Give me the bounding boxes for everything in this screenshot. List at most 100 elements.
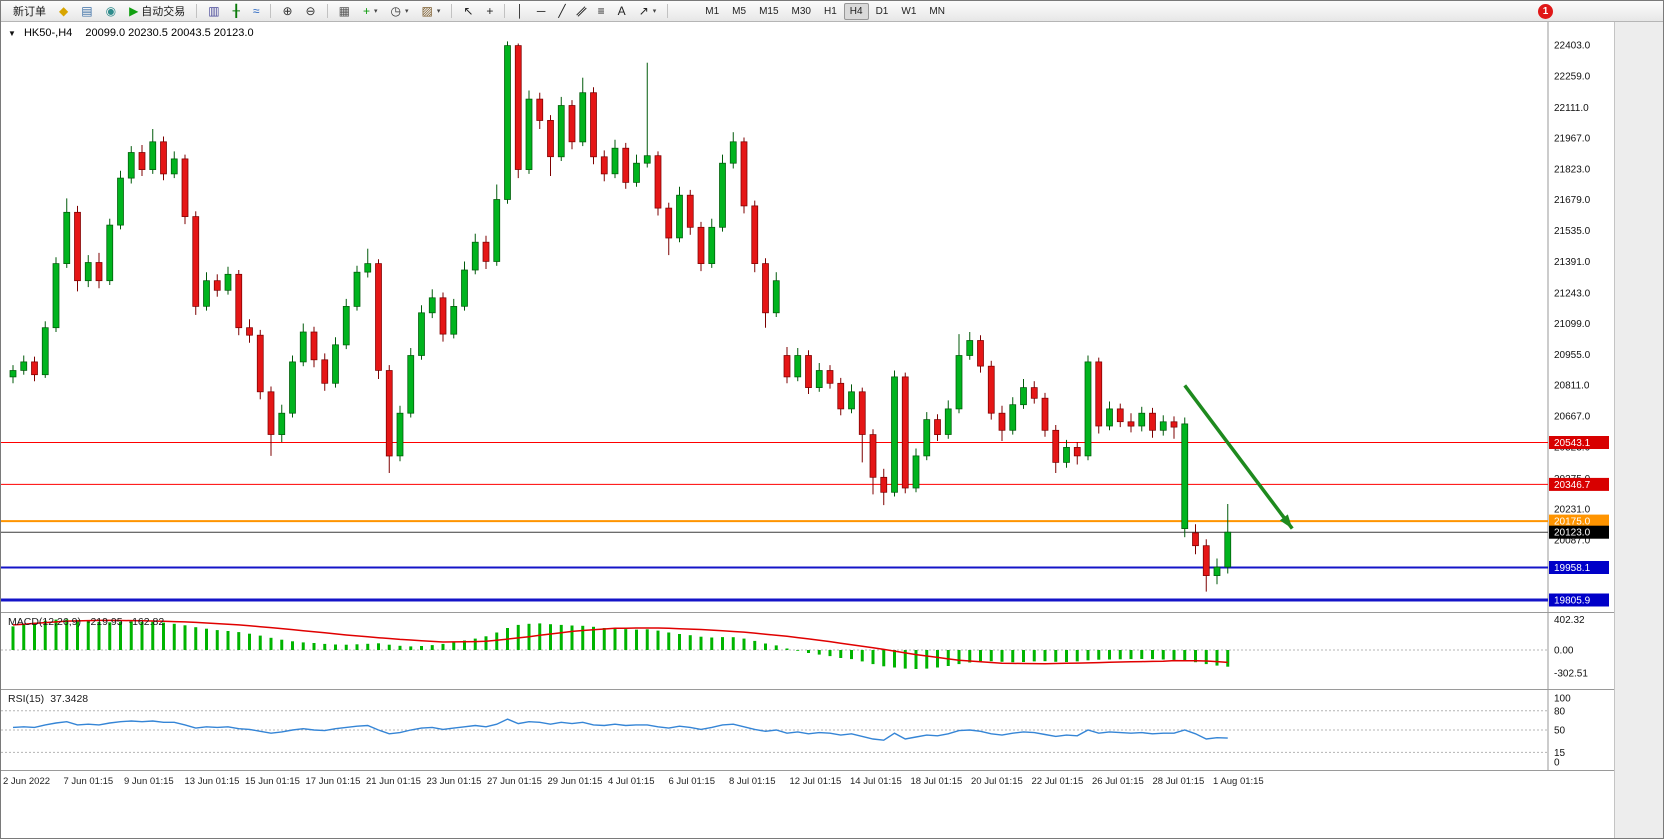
candlestick-chart-button[interactable]: ╂: [227, 2, 246, 20]
time-label: 14 Jul 01:15: [850, 776, 902, 787]
periods-button[interactable]: ◷ ▾: [384, 2, 414, 20]
chart-ohlc-values: 20099.0 20230.5 20043.5 20123.0: [85, 27, 254, 39]
timeframe-m15-button[interactable]: M15: [753, 3, 784, 20]
vertical-line-button[interactable]: │: [510, 2, 530, 20]
timeframe-w1-button[interactable]: W1: [895, 3, 922, 20]
text-button[interactable]: A: [612, 2, 632, 20]
timeframe-mn-button[interactable]: MN: [923, 3, 951, 20]
data-window-icon: ◉: [105, 4, 117, 18]
time-label: 2 Jun 2022: [3, 776, 51, 787]
svg-text:20346.7: 20346.7: [1554, 480, 1591, 491]
tile-windows-button[interactable]: ▦: [333, 2, 356, 20]
line-chart-icon: ≈: [252, 4, 260, 18]
svg-text:20087.0: 20087.0: [1554, 535, 1591, 546]
arrows-icon: ↗: [638, 4, 649, 18]
time-label: 9 Jun 01:15: [124, 776, 174, 787]
annotation-arrow[interactable]: [1183, 384, 1294, 530]
timeframe-m5-button[interactable]: M5: [726, 3, 752, 20]
new-order-button[interactable]: 新订单: [7, 2, 52, 20]
time-label: 18 Jul 01:15: [910, 776, 963, 787]
time-label: 29 Jun 01:15: [547, 776, 603, 787]
toolbar-separator: [504, 4, 506, 18]
periods-icon: ◷: [390, 4, 401, 18]
autotrading-play-icon: ▶: [129, 4, 139, 18]
svg-text:21823.0: 21823.0: [1554, 164, 1591, 175]
channel-button[interactable]: ∥: [573, 2, 591, 20]
crosshair-button[interactable]: +: [480, 2, 499, 20]
svg-text:0: 0: [1554, 758, 1560, 769]
vertical-line-icon: │: [516, 4, 524, 18]
charts-profile-button[interactable]: ◆: [53, 2, 74, 20]
svg-text:20955.0: 20955.0: [1554, 350, 1591, 361]
chart-symbol-period: HK50-,H4: [23, 27, 73, 39]
chart-window: ▼ HK50-,H4 20099.0 20230.5 20043.5 20123…: [1, 22, 1614, 838]
horizontal-line-button[interactable]: ─: [531, 2, 552, 20]
chevron-down-icon[interactable]: ▼: [8, 29, 16, 38]
time-label: 26 Jul 01:15: [1092, 776, 1144, 787]
svg-text:20811.0: 20811.0: [1554, 381, 1590, 392]
macd-main-value: -219.95: [86, 616, 123, 628]
svg-text:20175.0: 20175.0: [1554, 517, 1591, 528]
window-right-gutter: [1614, 22, 1663, 838]
rsi-name: RSI(15): [8, 693, 45, 705]
time-label: 17 Jun 01:15: [305, 776, 361, 787]
bar-chart-icon: ▥: [208, 4, 220, 18]
svg-text:22259.0: 22259.0: [1554, 71, 1591, 82]
svg-text:21535.0: 21535.0: [1554, 226, 1591, 237]
cursor-icon: ↖: [463, 4, 474, 18]
timeframe-h1-button[interactable]: H1: [818, 3, 843, 20]
channel-icon: ∥: [574, 3, 589, 19]
toolbar-separator: [451, 4, 453, 18]
bar-chart-button[interactable]: ▥: [202, 2, 225, 20]
zoom-in-button[interactable]: ⊕: [276, 2, 298, 20]
macd-panel-canvas[interactable]: 402.32 0.00 -302.51: [1, 612, 1614, 689]
svg-text:21679.0: 21679.0: [1554, 195, 1591, 206]
toolbar-items: 新订单 ◆ ▤ ◉ ▶ 自动交易 ▥ ╂ ≈ ⊕ ⊖ ▦ + ▾ ◷ ▾ ▨ ▾ ↖ + │ ─ ╱ ∥ ≡ A ↗ ▾: [7, 2, 672, 20]
candles-layer: [9, 41, 1232, 592]
market-watch-icon: ▤: [81, 4, 93, 18]
svg-text:0.00: 0.00: [1554, 646, 1574, 657]
toolbar-separator: [196, 4, 198, 18]
time-label: 7 Jun 01:15: [63, 776, 114, 787]
svg-text:19958.1: 19958.1: [1554, 563, 1591, 574]
price-axis-labels: 22403.0 22259.0 22111.0 21967.0 21823.0 21679…: [1554, 41, 1591, 578]
templates-button[interactable]: ▨ ▾: [415, 2, 446, 20]
indicators-button[interactable]: + ▾: [357, 2, 384, 20]
svg-text:21099.0: 21099.0: [1554, 319, 1591, 330]
macd-name: MACD(12,26,9): [8, 616, 81, 628]
market-watch-button[interactable]: ▤: [75, 2, 98, 20]
annotation-arrowhead: [1279, 514, 1293, 529]
templates-icon: ▨: [421, 4, 433, 18]
timeframe-m30-button[interactable]: M30: [786, 3, 817, 20]
trendline-icon: ╱: [558, 4, 566, 18]
trendline-button[interactable]: ╱: [552, 2, 571, 20]
price-chart-canvas[interactable]: 22403.0 22259.0 22111.0 21967.0 21823.0 21679…: [1, 22, 1614, 612]
time-label: 8 Jul 01:15: [729, 776, 776, 787]
autotrading-button[interactable]: ▶ 自动交易: [123, 2, 191, 20]
toolbar-separator: [326, 4, 328, 18]
svg-text:50: 50: [1554, 726, 1566, 737]
svg-text:20231.0: 20231.0: [1554, 505, 1591, 516]
timeframe-d1-button[interactable]: D1: [870, 3, 895, 20]
data-window-button[interactable]: ◉: [100, 2, 122, 20]
timeframe-m1-button[interactable]: M1: [699, 3, 725, 20]
line-chart-button[interactable]: ≈: [247, 2, 266, 20]
timeframe-group: M1 M5 M15 M30 H1 H4 D1 W1 MN: [699, 2, 951, 20]
timeframe-h4-button[interactable]: H4: [843, 2, 869, 20]
horizontal-line-icon: ─: [536, 4, 546, 18]
cursor-button[interactable]: ↖: [457, 2, 479, 20]
notification-badge[interactable]: 1: [1538, 3, 1553, 19]
arrows-button[interactable]: ↗ ▾: [633, 2, 663, 20]
horizontal-price-lines: [1, 442, 1548, 602]
crosshair-icon: +: [486, 4, 494, 18]
fibonacci-button[interactable]: ≡: [592, 2, 611, 20]
svg-text:21243.0: 21243.0: [1554, 288, 1591, 299]
zoom-out-button[interactable]: ⊖: [300, 2, 322, 20]
time-label: 27 Jun 01:15: [487, 776, 542, 787]
autotrading-button-label: 自动交易: [141, 6, 186, 18]
time-axis[interactable]: 2 Jun 2022 7 Jun 01:15 9 Jun 01:15 13 Jun 0…: [1, 770, 1614, 794]
macd-signal-line: [12, 619, 1228, 665]
time-label: 4 Jul 01:15: [608, 776, 655, 787]
